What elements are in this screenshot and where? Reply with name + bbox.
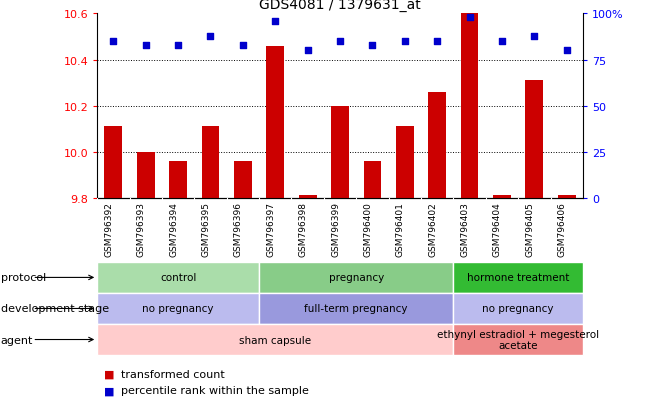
Bar [525, 81, 543, 198]
Text: ethynyl estradiol + megesterol
acetate: ethynyl estradiol + megesterol acetate [437, 329, 599, 351]
Text: GSM796392: GSM796392 [105, 202, 113, 256]
Point [108, 39, 119, 45]
Bar [299, 196, 316, 198]
Text: protocol: protocol [1, 273, 46, 283]
Bar [461, 14, 478, 198]
Bar [170, 161, 187, 198]
Point [237, 43, 248, 49]
Point [496, 39, 507, 45]
Bar [259, 262, 454, 293]
Text: GSM796394: GSM796394 [169, 202, 178, 256]
Point [141, 43, 151, 49]
Text: GSM796398: GSM796398 [299, 202, 308, 256]
Point [270, 19, 281, 25]
Bar [137, 152, 155, 198]
Point [399, 39, 410, 45]
Text: development stage: development stage [1, 304, 109, 314]
Text: no pregnancy: no pregnancy [482, 304, 554, 314]
Text: GSM796400: GSM796400 [363, 202, 373, 256]
Text: full-term pregnancy: full-term pregnancy [304, 304, 408, 314]
Text: transformed count: transformed count [121, 369, 224, 379]
Text: GSM796399: GSM796399 [331, 202, 340, 256]
Bar [97, 262, 259, 293]
Bar [97, 293, 259, 324]
Point [529, 33, 540, 40]
Text: GSM796396: GSM796396 [234, 202, 243, 256]
Text: percentile rank within the sample: percentile rank within the sample [121, 385, 308, 395]
Text: hormone treatment: hormone treatment [467, 273, 570, 283]
Text: GSM796403: GSM796403 [460, 202, 470, 256]
Bar [331, 107, 349, 198]
Bar [97, 324, 454, 355]
Text: GSM796401: GSM796401 [396, 202, 405, 256]
Text: GSM796395: GSM796395 [202, 202, 210, 256]
Text: GSM796402: GSM796402 [428, 202, 437, 256]
Text: ■: ■ [104, 385, 118, 395]
Bar [396, 127, 413, 198]
Point [464, 15, 475, 21]
Bar [364, 161, 381, 198]
Bar [558, 196, 576, 198]
Point [334, 39, 346, 45]
Bar [267, 47, 284, 198]
Bar [454, 293, 583, 324]
Text: no pregnancy: no pregnancy [142, 304, 214, 314]
Bar [428, 93, 446, 198]
Bar [105, 127, 122, 198]
Point [173, 43, 184, 49]
Bar [259, 293, 454, 324]
Text: GSM796405: GSM796405 [525, 202, 535, 256]
Text: GSM796393: GSM796393 [137, 202, 146, 256]
Text: control: control [160, 273, 196, 283]
Text: ■: ■ [104, 369, 118, 379]
Bar [202, 127, 219, 198]
Point [205, 33, 216, 40]
Point [302, 48, 313, 55]
Text: GSM796397: GSM796397 [266, 202, 275, 256]
Title: GDS4081 / 1379631_at: GDS4081 / 1379631_at [259, 0, 421, 12]
Text: GSM796404: GSM796404 [493, 202, 502, 256]
Bar [454, 324, 583, 355]
Bar [234, 161, 252, 198]
Bar [454, 262, 583, 293]
Text: GSM796406: GSM796406 [557, 202, 567, 256]
Text: sham capsule: sham capsule [239, 335, 312, 345]
Text: pregnancy: pregnancy [328, 273, 384, 283]
Bar [493, 196, 511, 198]
Point [367, 43, 378, 49]
Point [561, 48, 572, 55]
Point [431, 39, 442, 45]
Text: agent: agent [1, 335, 33, 345]
